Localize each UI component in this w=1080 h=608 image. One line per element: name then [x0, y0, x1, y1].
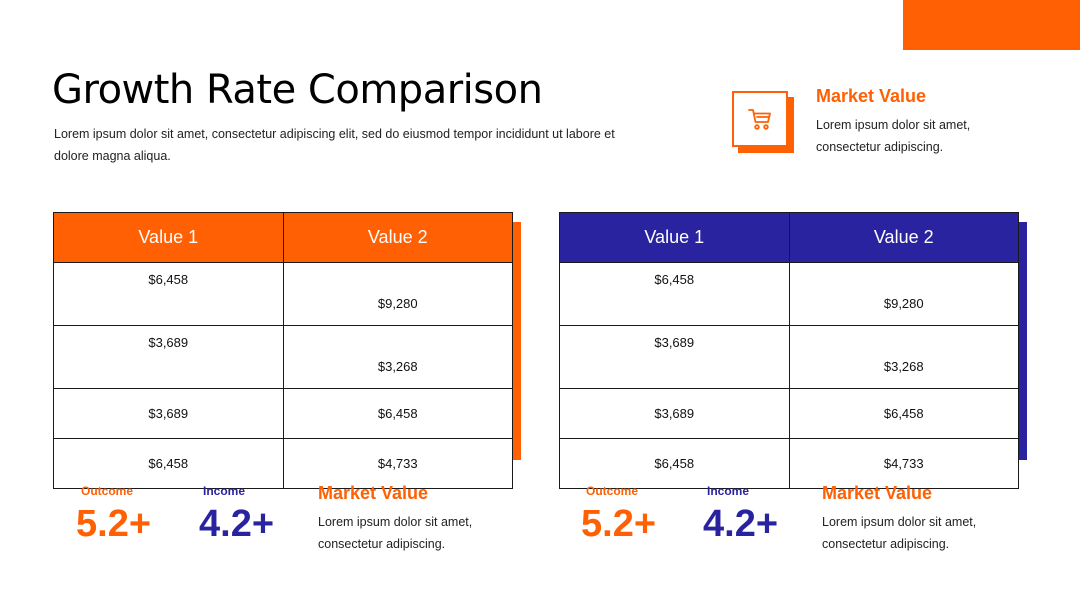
outcome-value: 5.2+	[76, 503, 152, 545]
table-cell: $9,280	[788, 262, 1019, 326]
income-value: 4.2+	[703, 503, 779, 545]
table-cell: $3,689	[53, 325, 284, 389]
outcome-value: 5.2+	[581, 503, 657, 545]
table-header-row: Value 1 Value 2	[53, 212, 513, 263]
data-table: Value 1 Value 2 $6,458 $9,280 $3,689 $3,…	[53, 212, 513, 489]
income-label: Income	[707, 484, 750, 498]
shopping-cart-icon	[748, 109, 771, 130]
market-value-text: Lorem ipsum dolor sit amet, consectetur …	[318, 515, 473, 551]
market-value-text: Lorem ipsum dolor sit amet, consectetur …	[816, 118, 971, 154]
table-cell: $3,689	[53, 388, 284, 439]
income-label: Income	[203, 484, 246, 498]
table-cell: $3,268	[282, 325, 513, 389]
table-header-row: Value 1 Value 2	[559, 212, 1019, 263]
page-subtitle: Lorem ipsum dolor sit amet, consectetur …	[54, 127, 615, 163]
column-header: Value 2	[282, 212, 513, 263]
market-value-heading: Market Value	[822, 483, 933, 503]
outcome-label: Outcome	[81, 484, 134, 498]
table-cell: $3,689	[559, 325, 790, 389]
data-table: Value 1 Value 2 $6,458 $9,280 $3,689 $3,…	[559, 212, 1019, 489]
table-cell: $6,458	[559, 438, 790, 489]
table-row: $3,689 $6,458	[559, 388, 1019, 439]
column-header: Value 1	[559, 212, 790, 263]
cart-icon-box	[732, 91, 788, 147]
table-cell: $4,733	[788, 438, 1019, 489]
table-cell: $3,268	[788, 325, 1019, 389]
table-row: $6,458 $4,733	[559, 438, 1019, 489]
market-value-heading: Market Value	[318, 483, 429, 503]
value-table-blue: Value 1 Value 2 $6,458 $9,280 $3,689 $3,…	[559, 212, 1027, 489]
table-cell: $6,458	[559, 262, 790, 326]
income-value: 4.2+	[199, 503, 275, 545]
market-value-text: Lorem ipsum dolor sit amet, consectetur …	[822, 515, 977, 551]
table-row: $6,458 $4,733	[53, 438, 513, 489]
table-cell: $6,458	[53, 262, 284, 326]
table-cell: $3,689	[559, 388, 790, 439]
column-header: Value 2	[788, 212, 1019, 263]
table-cell: $6,458	[282, 388, 513, 439]
table-row: $3,689 $3,268	[53, 325, 513, 389]
table-row: $3,689 $6,458	[53, 388, 513, 439]
table-cell: $9,280	[282, 262, 513, 326]
value-table-orange: Value 1 Value 2 $6,458 $9,280 $3,689 $3,…	[53, 212, 521, 489]
table-cell: $6,458	[788, 388, 1019, 439]
table-cell: $6,458	[53, 438, 284, 489]
outcome-label: Outcome	[586, 484, 639, 498]
table-cell: $4,733	[282, 438, 513, 489]
corner-accent-bar	[903, 0, 1080, 50]
table-row: $3,689 $3,268	[559, 325, 1019, 389]
column-header: Value 1	[53, 212, 284, 263]
table-row: $6,458 $9,280	[559, 262, 1019, 326]
page-title: Growth Rate Comparison	[52, 67, 543, 113]
market-value-heading: Market Value	[816, 86, 927, 106]
table-row: $6,458 $9,280	[53, 262, 513, 326]
